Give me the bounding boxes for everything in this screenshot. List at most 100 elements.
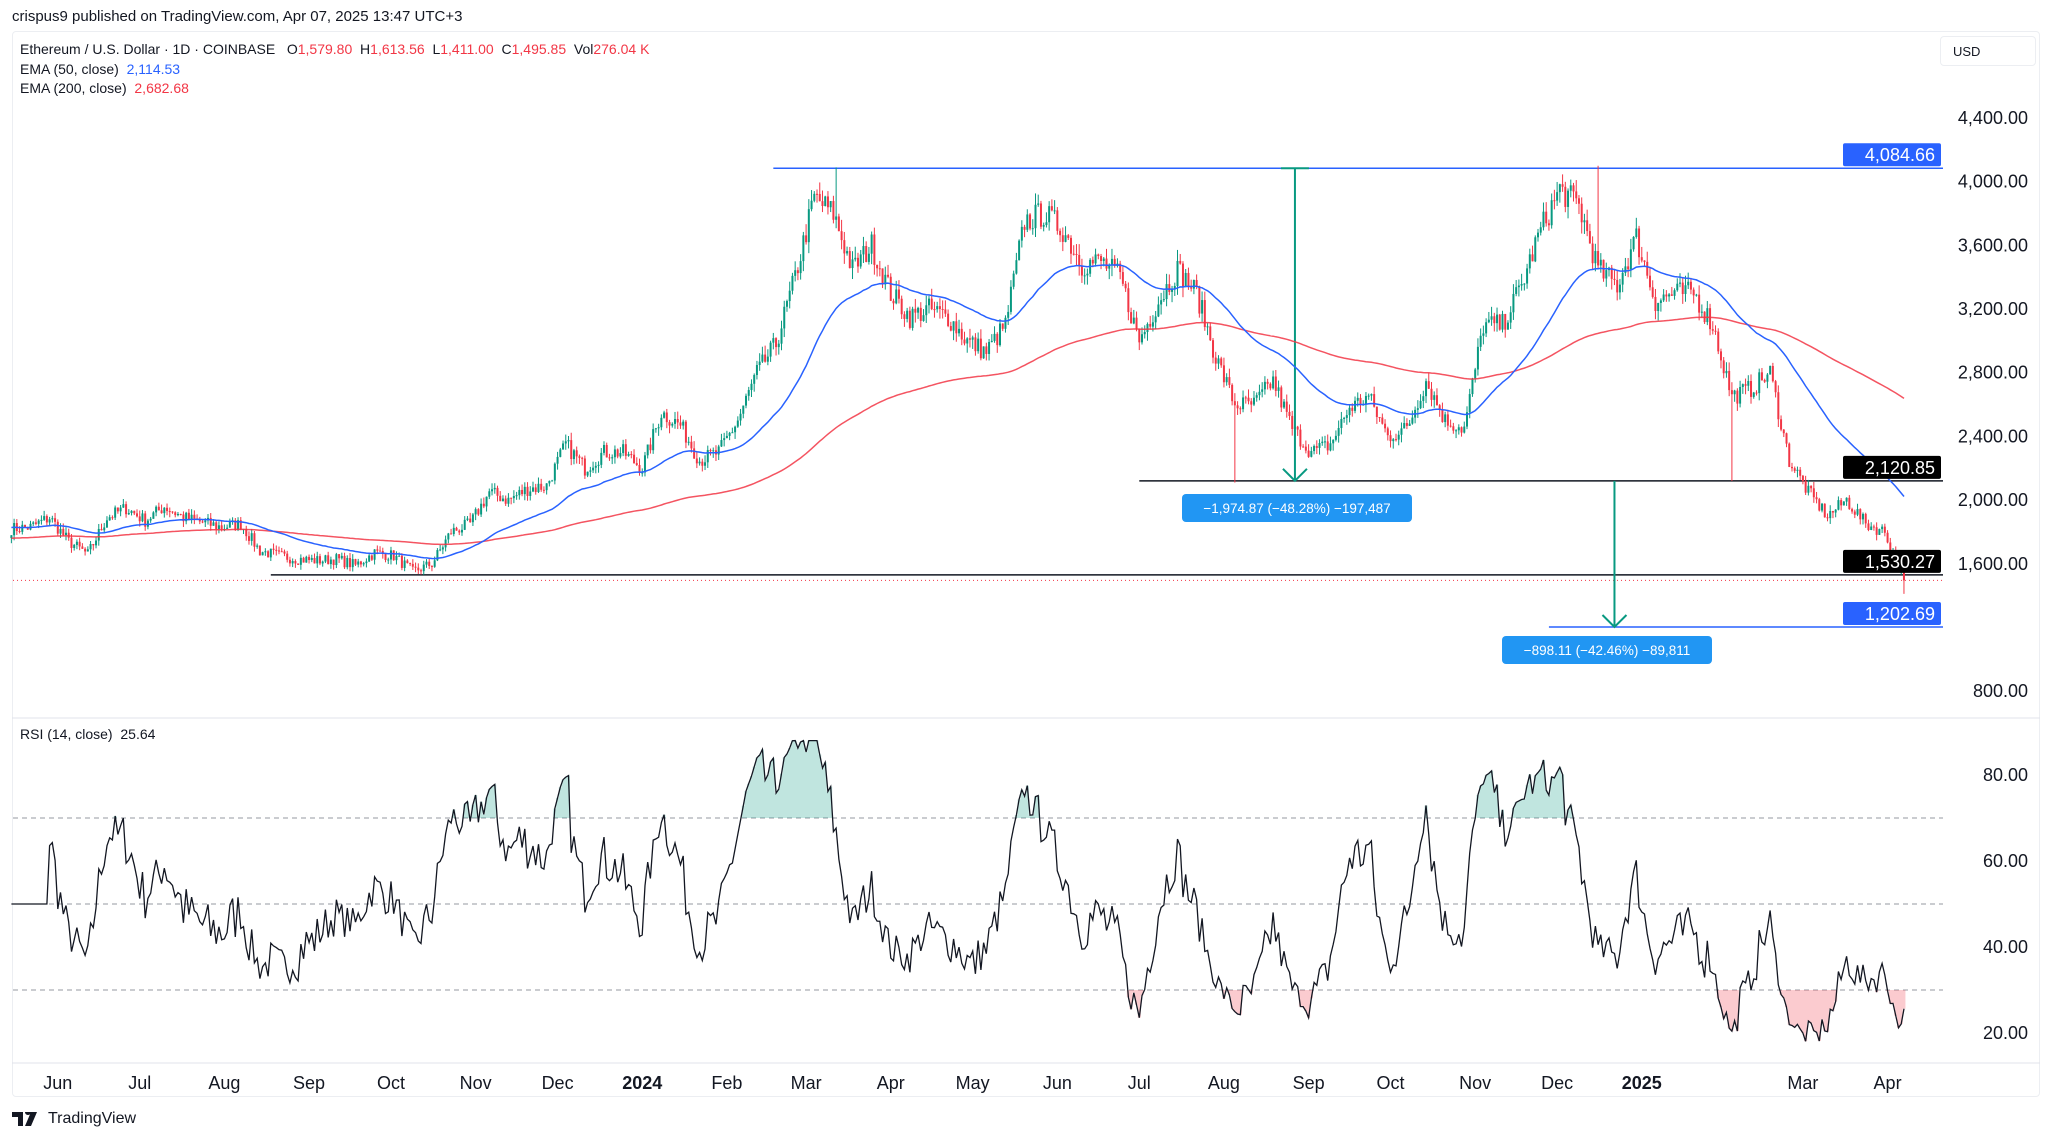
candle (1266, 378, 1269, 390)
candle (507, 493, 510, 507)
candle (1815, 491, 1818, 504)
candle-body (1061, 235, 1064, 242)
time-tick-label: Jul (128, 1073, 151, 1093)
candle-body (1564, 186, 1567, 207)
candle (1717, 328, 1720, 355)
candle (316, 551, 319, 568)
candle (477, 508, 480, 516)
candle-body (471, 514, 474, 523)
candle (1080, 258, 1083, 283)
candle (1859, 508, 1862, 525)
candle-body (829, 201, 832, 208)
candle-body (1676, 283, 1679, 291)
candle (1719, 348, 1722, 369)
candle-body (441, 547, 444, 550)
candle-body (501, 498, 504, 502)
candle-body (1474, 369, 1477, 379)
candle (1110, 248, 1113, 277)
candle (291, 558, 294, 568)
candle-body (187, 512, 190, 520)
candle (1067, 233, 1070, 241)
ema200-row[interactable]: EMA (200, close) 2,682.68 (20, 79, 649, 99)
candle (499, 491, 502, 502)
candle (816, 189, 819, 203)
candle-body (264, 551, 267, 553)
candle-body (788, 290, 791, 302)
rsi-value: 25.64 (120, 726, 156, 742)
candle-body (652, 429, 655, 451)
candle (256, 543, 259, 549)
candle (1695, 293, 1698, 297)
candle-body (990, 340, 993, 342)
candle-body (988, 341, 991, 354)
candle-body (349, 558, 352, 568)
candle (1547, 219, 1550, 231)
candle (540, 478, 543, 492)
candle (1018, 239, 1021, 261)
tradingview-logo[interactable]: TradingView (12, 1110, 136, 1128)
candle-body (865, 246, 868, 262)
candle (1397, 430, 1400, 446)
ema50-row[interactable]: EMA (50, close) 2,114.53 (20, 60, 649, 80)
candle (1861, 512, 1864, 525)
time-tick-label: Sep (293, 1073, 325, 1093)
candle-body (1673, 290, 1676, 296)
ema200-value: 2,682.68 (134, 80, 189, 96)
candle (988, 338, 991, 361)
candle (384, 553, 387, 563)
candle-body (1427, 381, 1430, 389)
candle (665, 408, 668, 429)
candle (1520, 273, 1523, 291)
symbol-row: Ethereum / U.S. Dollar · 1D · COINBASE O… (20, 40, 649, 60)
currency-button[interactable]: USD (1940, 36, 2036, 66)
candle (111, 515, 114, 520)
candle-body (859, 254, 862, 267)
candle-body (1176, 260, 1179, 287)
candle (728, 431, 731, 441)
candle-body (958, 328, 961, 334)
candle (1804, 475, 1807, 496)
candle-body (245, 529, 248, 537)
candle (663, 410, 666, 419)
candle-body (755, 365, 758, 376)
candle (993, 326, 996, 343)
candle (283, 549, 286, 557)
candle (1307, 444, 1310, 458)
candle (570, 432, 573, 466)
candle (1542, 202, 1545, 231)
candle-body (1815, 497, 1818, 500)
candle (1302, 444, 1305, 448)
candle (747, 386, 750, 401)
candle (288, 556, 291, 567)
candle-body (769, 342, 772, 357)
measure-label-1: −1,974.87 (−48.28%) −197,487 (1182, 494, 1412, 522)
candle (1553, 189, 1556, 210)
candle (444, 535, 447, 552)
rsi-legend[interactable]: RSI (14, close) 25.64 (20, 726, 155, 742)
candle-body (1263, 381, 1266, 390)
candle (709, 448, 712, 456)
candle-body (657, 427, 660, 429)
candle-body (1520, 284, 1523, 286)
candle-body (1078, 254, 1081, 267)
candle (471, 512, 474, 527)
price-tick-label: 800.00 (1973, 681, 2028, 701)
candle-body (226, 527, 229, 529)
symbol-name[interactable]: Ethereum / U.S. Dollar · 1D · COINBASE (20, 41, 276, 57)
candle (485, 496, 488, 512)
candle-body (1569, 185, 1572, 191)
candle-body (1452, 426, 1455, 431)
candle-body (1504, 313, 1507, 330)
candle (1457, 424, 1460, 435)
candle-body (466, 518, 469, 520)
candle (406, 559, 409, 564)
candle (720, 433, 723, 447)
candle (1545, 202, 1548, 227)
candle (1531, 245, 1534, 262)
candle (1343, 416, 1346, 423)
candle-body (1214, 357, 1217, 364)
candle (357, 558, 360, 568)
candle-body (878, 268, 881, 270)
candle (48, 516, 51, 526)
